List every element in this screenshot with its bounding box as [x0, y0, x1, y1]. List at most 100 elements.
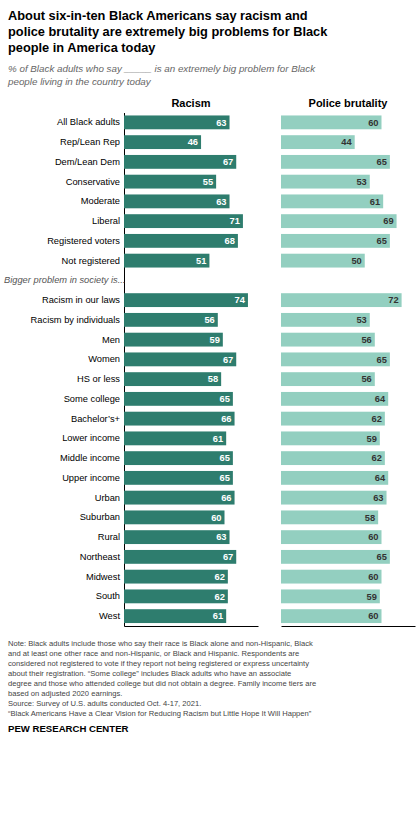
bar — [281, 135, 355, 149]
source: PEW RESEARCH CENTER — [8, 723, 129, 734]
data-label: 65 — [377, 355, 387, 365]
y-tick-label: Conservative — [66, 177, 120, 187]
data-label: 61 — [370, 197, 380, 207]
bar — [124, 194, 230, 208]
y-tick-label: Lower income — [62, 433, 120, 443]
y-tick-label: Not registered — [62, 256, 120, 266]
data-label: 66 — [221, 414, 231, 424]
data-label: 65 — [220, 453, 230, 463]
data-label: 67 — [223, 157, 233, 167]
data-labels: 6044655361696550725356655664625962646358… — [341, 118, 398, 622]
y-tick: Urban — [95, 493, 120, 503]
data-label: 62 — [372, 414, 382, 424]
bar — [281, 155, 390, 169]
bar — [124, 372, 221, 386]
data-label: 56 — [361, 335, 371, 345]
y-tick: Bachelor’s+ — [71, 414, 120, 424]
data-label: 62 — [372, 453, 382, 463]
y-tick: Middle income — [60, 453, 120, 463]
bar — [124, 570, 228, 584]
y-tick-label: West — [99, 611, 120, 621]
x-axis — [282, 626, 416, 627]
data-label: 67 — [223, 552, 233, 562]
data-label: 63 — [216, 118, 226, 128]
bar — [124, 431, 226, 445]
bar — [281, 313, 370, 327]
data-label: 61 — [213, 611, 223, 621]
bar — [124, 234, 238, 248]
data-label: 63 — [373, 493, 383, 503]
title: About six-in-ten Black Americans say rac… — [8, 8, 328, 55]
bar — [124, 609, 226, 623]
data-labels: 6346675563716851745659675865666165656660… — [188, 118, 246, 622]
data-label: 53 — [356, 177, 366, 187]
bar — [124, 155, 236, 169]
bar — [124, 214, 243, 228]
y-tick: Upper income — [62, 473, 120, 483]
y-tick: Racism in our laws — [42, 295, 120, 305]
y-tick: Liberal — [92, 216, 120, 226]
y-tick-label: Northeast — [80, 552, 121, 562]
bar — [124, 412, 235, 426]
data-label: 56 — [361, 374, 371, 384]
bar — [124, 589, 228, 603]
y-tick-label: Liberal — [92, 216, 120, 226]
data-label: 53 — [356, 315, 366, 325]
y-tick-label: Suburban — [80, 512, 120, 522]
data-label: 58 — [365, 513, 375, 523]
bar — [124, 254, 209, 268]
data-label: 60 — [211, 513, 221, 523]
data-label: 46 — [188, 137, 198, 147]
y-tick-label: Bigger problem in society is... — [4, 275, 125, 285]
data-label: 65 — [220, 473, 230, 483]
bar — [124, 313, 218, 327]
bar — [281, 412, 385, 426]
column-header: Police brutality — [309, 97, 389, 109]
data-label: 65 — [377, 157, 387, 167]
bar — [124, 293, 248, 307]
column-header: Racism — [171, 97, 210, 109]
bar — [281, 372, 375, 386]
bar — [124, 352, 236, 366]
y-tick: Registered voters — [47, 236, 120, 246]
data-label: 64 — [375, 394, 386, 404]
bar — [281, 491, 387, 505]
bar — [281, 392, 388, 406]
data-label: 62 — [215, 572, 225, 582]
bar — [124, 392, 233, 406]
y-tick-label: Rural — [98, 532, 120, 542]
bar — [124, 115, 230, 129]
y-tick-label: Racism by individuals — [31, 315, 121, 325]
panel: Racism6346675563716851745659675865666165… — [124, 97, 259, 627]
y-tick-label: Rep/Lean Rep — [60, 137, 120, 147]
data-label: 65 — [377, 236, 387, 246]
data-label: 44 — [341, 137, 352, 147]
bar — [281, 431, 380, 445]
bar — [281, 333, 375, 347]
data-label: 50 — [351, 256, 361, 266]
data-label: 60 — [368, 611, 378, 621]
bar — [124, 471, 233, 485]
y-tick-label: Middle income — [60, 453, 120, 463]
y-tick-label: HS or less — [77, 374, 120, 384]
data-label: 71 — [230, 216, 240, 226]
bar — [124, 530, 230, 544]
bar — [281, 293, 402, 307]
data-label: 72 — [388, 295, 398, 305]
y-axis: All Black adultsRep/Lean RepDem/Lean Dem… — [4, 113, 125, 627]
data-label: 60 — [368, 118, 378, 128]
bar — [281, 589, 380, 603]
bar — [281, 510, 378, 524]
bars — [281, 115, 402, 623]
data-label: 65 — [377, 552, 387, 562]
bar — [124, 510, 225, 524]
data-label: 56 — [204, 315, 214, 325]
x-axis-line — [125, 626, 259, 627]
bars — [124, 115, 248, 623]
y-tick: HS or less — [77, 374, 120, 384]
y-tick-label: Racism in our laws — [42, 295, 120, 305]
chart: About six-in-ten Black Americans say rac… — [0, 0, 420, 818]
data-label: 74 — [235, 295, 246, 305]
bar — [124, 491, 235, 505]
data-label: 59 — [209, 335, 219, 345]
